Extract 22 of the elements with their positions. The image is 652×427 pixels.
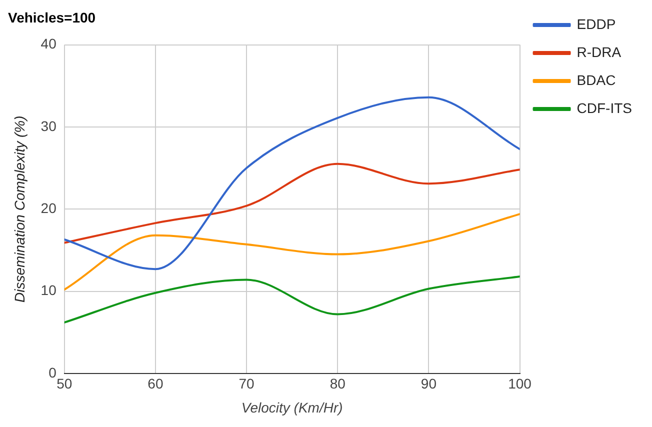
y-tick-label: 10: [40, 282, 57, 298]
line-series: [64, 162, 520, 244]
x-tick-label: 50: [56, 376, 72, 392]
y-tick-label: 0: [48, 364, 57, 380]
line-series: [64, 275, 520, 324]
y-tick-label: 30: [40, 118, 57, 134]
x-tick-label: 60: [148, 376, 164, 392]
y-tick-label: 40: [40, 36, 57, 52]
x-tick-label: 80: [330, 376, 346, 392]
x-axis-title: Velocity (Km/Hr): [241, 399, 343, 416]
line-series: [64, 213, 520, 291]
legend-label: BDAC: [576, 72, 616, 88]
y-axis-title: Dissemination Complexity (%): [11, 116, 28, 302]
legend-label: CDF-ITS: [576, 100, 632, 116]
x-tick-label: 70: [238, 376, 255, 392]
line-series: [64, 96, 520, 270]
x-tick-label: 90: [420, 376, 437, 392]
chart-title: Vehicles=100: [8, 9, 96, 26]
y-tick-label: 20: [40, 200, 57, 216]
legend-label: EDDP: [576, 16, 616, 32]
legend-label: R-DRA: [576, 44, 622, 60]
x-tick-label: 100: [508, 376, 532, 392]
